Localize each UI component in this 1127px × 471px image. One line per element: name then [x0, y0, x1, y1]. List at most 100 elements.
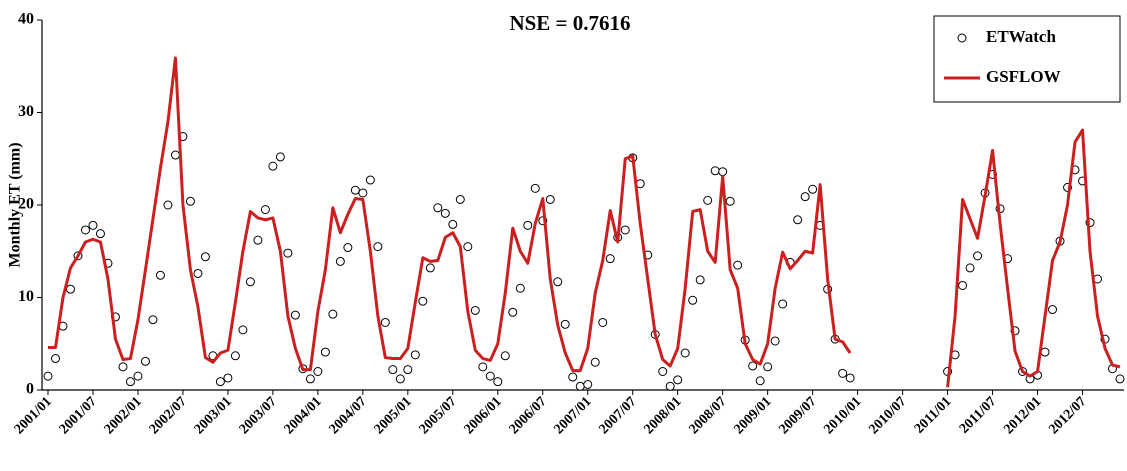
data-point: [440, 208, 450, 218]
data-point: [455, 194, 465, 204]
data-point: [605, 254, 615, 264]
data-point: [748, 361, 758, 371]
y-tick-label: 40: [18, 11, 34, 28]
data-point: [343, 243, 353, 253]
data-point: [163, 200, 173, 210]
legend-marker: [957, 33, 967, 43]
data-point: [155, 270, 165, 280]
data-point: [283, 248, 293, 258]
data-point: [560, 319, 570, 329]
data-point: [395, 374, 405, 384]
data-point: [673, 375, 683, 385]
data-point: [778, 299, 788, 309]
data-point: [620, 225, 630, 235]
data-point: [193, 268, 203, 278]
x-tick-label: 2008/01: [641, 394, 684, 437]
data-point: [793, 215, 803, 225]
data-point: [590, 357, 600, 367]
data-point: [140, 356, 150, 366]
data-point: [845, 373, 855, 383]
data-point: [50, 354, 60, 364]
data-point: [268, 161, 278, 171]
x-tick-label: 2012/01: [1001, 394, 1044, 437]
data-point: [733, 260, 743, 270]
data-point: [665, 381, 675, 391]
data-point: [800, 192, 810, 202]
data-point: [478, 362, 488, 372]
data-point: [80, 225, 90, 235]
x-tick-label: 2003/01: [192, 394, 235, 437]
data-point: [718, 167, 728, 177]
data-point: [125, 377, 135, 387]
data-point: [88, 220, 98, 230]
data-point: [755, 376, 765, 386]
data-point: [185, 196, 195, 206]
data-point: [575, 381, 585, 391]
x-tick-label: 2011/07: [957, 394, 1000, 437]
x-tick-label: 2004/07: [327, 394, 370, 437]
data-point: [688, 295, 698, 305]
data-point: [65, 284, 75, 294]
data-point: [148, 315, 158, 325]
data-point: [133, 371, 143, 381]
x-tick-label: 2006/01: [462, 394, 505, 437]
x-tick-label: 2001/01: [12, 394, 55, 437]
legend-label: ETWatch: [986, 27, 1056, 46]
x-tick-label: 2002/07: [147, 394, 190, 437]
data-point: [958, 280, 968, 290]
data-point: [410, 350, 420, 360]
legend-label: GSFLOW: [986, 67, 1061, 86]
data-point: [703, 195, 713, 205]
data-point: [215, 377, 225, 387]
x-tick-label: 2006/07: [507, 394, 550, 437]
data-point: [170, 150, 180, 160]
data-point: [350, 185, 360, 195]
data-point: [425, 263, 435, 273]
data-point: [260, 205, 270, 215]
x-tick-label: 2005/07: [417, 394, 460, 437]
x-tick-label: 2001/07: [57, 394, 100, 437]
data-point: [290, 310, 300, 320]
data-point: [433, 203, 443, 213]
x-tick-label: 2010/07: [866, 394, 909, 437]
data-point: [568, 372, 578, 382]
x-tick-label: 2012/07: [1046, 394, 1089, 437]
data-point: [253, 235, 263, 245]
data-point: [583, 379, 593, 389]
x-tick-label: 2010/01: [821, 394, 864, 437]
data-point: [598, 317, 608, 327]
data-point: [725, 196, 735, 206]
legend-box: [933, 15, 1121, 103]
data-point: [695, 275, 705, 285]
x-tick-label: 2007/07: [596, 394, 639, 437]
data-point: [43, 371, 53, 381]
data-point: [328, 309, 338, 319]
y-tick-label: 0: [26, 381, 34, 398]
x-tick-label: 2008/07: [686, 394, 729, 437]
data-point: [523, 220, 533, 230]
x-tick-label: 2002/01: [102, 394, 145, 437]
data-point: [680, 348, 690, 358]
series-line: [48, 56, 1121, 388]
data-point: [403, 365, 413, 375]
data-point: [658, 367, 668, 376]
legend: ETWatch GSFLOW: [933, 15, 1121, 103]
data-point: [223, 373, 233, 383]
x-tick-label: 2007/01: [552, 394, 595, 437]
data-point: [275, 152, 285, 162]
data-point: [710, 166, 720, 176]
data-point: [493, 377, 503, 387]
data-point: [230, 351, 240, 361]
data-point: [380, 317, 390, 327]
x-tick-label: 2011/01: [912, 394, 955, 437]
data-point: [95, 229, 105, 239]
data-point: [485, 371, 495, 381]
y-tick-label: 30: [18, 103, 34, 120]
data-point: [313, 367, 323, 376]
y-tick-label: 20: [18, 196, 34, 213]
data-point: [763, 362, 773, 372]
data-point: [365, 175, 375, 185]
data-point: [463, 242, 473, 252]
data-point: [245, 277, 255, 287]
